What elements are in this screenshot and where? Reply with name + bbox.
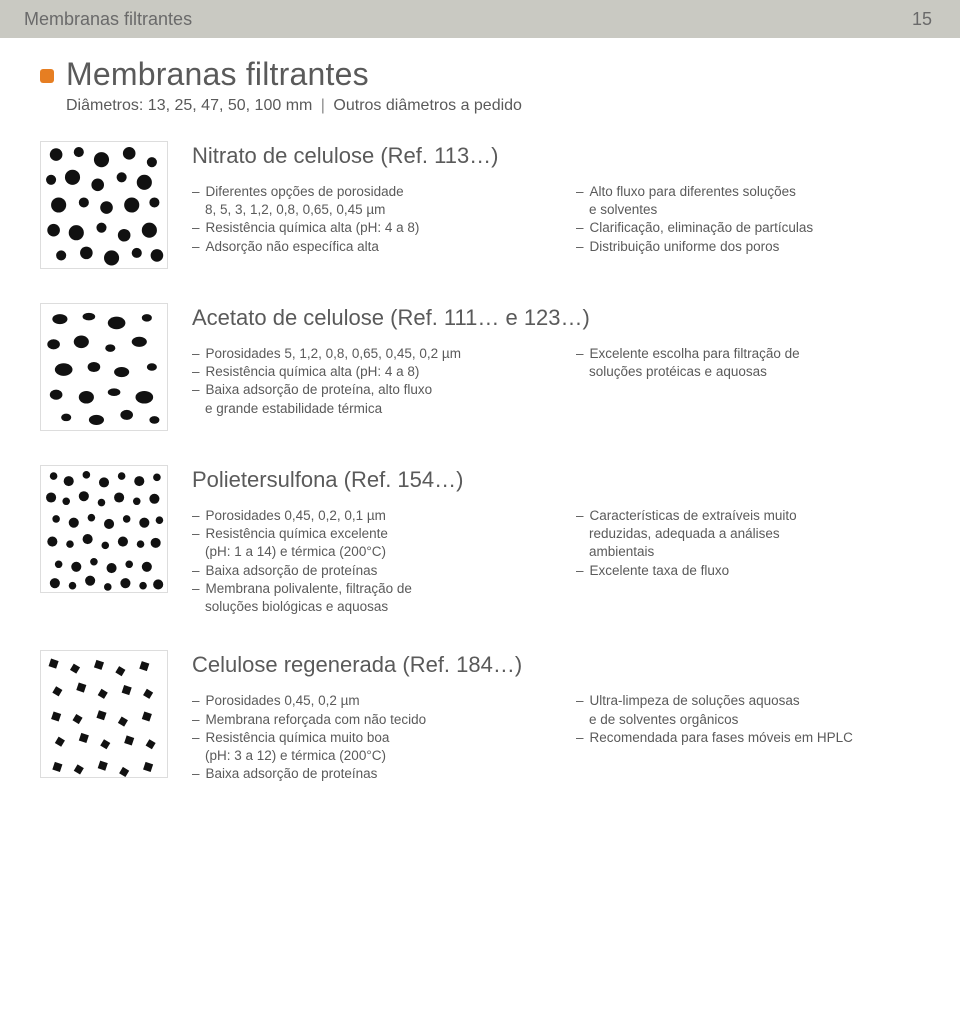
header-page-number: 15 xyxy=(912,9,932,30)
list-item: e de solventes orgânicos xyxy=(576,711,920,729)
list-item: Excelente escolha para filtração de xyxy=(576,345,920,363)
list-item: soluções biológicas e aquosas xyxy=(192,598,536,616)
col-right: Excelente escolha para filtração de solu… xyxy=(576,345,920,418)
title-bullet-icon xyxy=(40,69,54,83)
main-content: Membranas filtrantes Diâmetros: 13, 25, … xyxy=(0,38,960,783)
list-item: Distribuição uniforme dos poros xyxy=(576,238,920,256)
section-body: Polietersulfona (Ref. 154…) Porosidades … xyxy=(192,465,920,616)
col-right: Alto fluxo para diferentes soluções e so… xyxy=(576,183,920,256)
header-title: Membranas filtrantes xyxy=(24,9,192,30)
list-item: reduzidas, adequada a análises xyxy=(576,525,920,543)
list-item: Porosidades 5, 1,2, 0,8, 0,65, 0,45, 0,2… xyxy=(192,345,536,363)
list-item: Características de extraíveis muito xyxy=(576,507,920,525)
section-acetato: Acetato de celulose (Ref. 111… e 123…) P… xyxy=(40,303,920,431)
list-item: (pH: 1 a 14) e térmica (200°C) xyxy=(192,543,536,561)
list-item: (pH: 3 a 12) e térmica (200°C) xyxy=(192,747,536,765)
subtitle-right: Outros diâmetros a pedido xyxy=(333,97,522,114)
col-left: Porosidades 5, 1,2, 0,8, 0,65, 0,45, 0,2… xyxy=(192,345,536,418)
list-item: e solventes xyxy=(576,201,920,219)
list-item: Excelente taxa de fluxo xyxy=(576,562,920,580)
page-subtitle: Diâmetros: 13, 25, 47, 50, 100 mm | Outr… xyxy=(66,97,920,115)
list-item: Baixa adsorção de proteína, alto fluxo xyxy=(192,381,536,399)
col-left: Porosidades 0,45, 0,2, 0,1 µm Resistênci… xyxy=(192,507,536,616)
section-columns: Porosidades 5, 1,2, 0,8, 0,65, 0,45, 0,2… xyxy=(192,345,920,418)
list-item: Porosidades 0,45, 0,2 µm xyxy=(192,692,536,710)
pipe-separator: | xyxy=(321,97,325,114)
membrane-thumbnail xyxy=(40,465,168,593)
section-title: Celulose regenerada (Ref. 184…) xyxy=(192,652,920,678)
section-polietersulfona: Polietersulfona (Ref. 154…) Porosidades … xyxy=(40,465,920,616)
list-item: ambientais xyxy=(576,543,920,561)
list-item: Alto fluxo para diferentes soluções xyxy=(576,183,920,201)
page-title-row: Membranas filtrantes xyxy=(40,56,920,93)
list-item: Diferentes opções de porosidade xyxy=(192,183,536,201)
section-nitrato: Nitrato de celulose (Ref. 113…) Diferent… xyxy=(40,141,920,269)
list-item: Adsorção não específica alta xyxy=(192,238,536,256)
section-celulose-regenerada: Celulose regenerada (Ref. 184…) Porosida… xyxy=(40,650,920,783)
col-right: Características de extraíveis muito redu… xyxy=(576,507,920,616)
section-body: Acetato de celulose (Ref. 111… e 123…) P… xyxy=(192,303,920,418)
section-columns: Diferentes opções de porosidade 8, 5, 3,… xyxy=(192,183,920,256)
list-item: Ultra-limpeza de soluções aquosas xyxy=(576,692,920,710)
list-item: Membrana polivalente, filtração de xyxy=(192,580,536,598)
list-item: Baixa adsorção de proteínas xyxy=(192,765,536,783)
col-left: Diferentes opções de porosidade 8, 5, 3,… xyxy=(192,183,536,256)
section-title: Polietersulfona (Ref. 154…) xyxy=(192,467,920,493)
list-item: Resistência química alta (pH: 4 a 8) xyxy=(192,363,536,381)
list-item: Porosidades 0,45, 0,2, 0,1 µm xyxy=(192,507,536,525)
col-left: Porosidades 0,45, 0,2 µm Membrana reforç… xyxy=(192,692,536,783)
section-body: Nitrato de celulose (Ref. 113…) Diferent… xyxy=(192,141,920,256)
membrane-thumbnail xyxy=(40,141,168,269)
list-item: Recomendada para fases móveis em HPLC xyxy=(576,729,920,747)
section-columns: Porosidades 0,45, 0,2 µm Membrana reforç… xyxy=(192,692,920,783)
subtitle-left: Diâmetros: 13, 25, 47, 50, 100 mm xyxy=(66,97,312,114)
list-item: Resistência química excelente xyxy=(192,525,536,543)
section-title: Nitrato de celulose (Ref. 113…) xyxy=(192,143,920,169)
page-title: Membranas filtrantes xyxy=(66,56,369,93)
list-item: soluções protéicas e aquosas xyxy=(576,363,920,381)
membrane-thumbnail xyxy=(40,303,168,431)
list-item: Baixa adsorção de proteínas xyxy=(192,562,536,580)
section-title: Acetato de celulose (Ref. 111… e 123…) xyxy=(192,305,920,331)
section-columns: Porosidades 0,45, 0,2, 0,1 µm Resistênci… xyxy=(192,507,920,616)
header-bar: Membranas filtrantes 15 xyxy=(0,0,960,38)
list-item: Membrana reforçada com não tecido xyxy=(192,711,536,729)
section-body: Celulose regenerada (Ref. 184…) Porosida… xyxy=(192,650,920,783)
list-item: 8, 5, 3, 1,2, 0,8, 0,65, 0,45 µm xyxy=(192,201,536,219)
list-item: Clarificação, eliminação de partículas xyxy=(576,219,920,237)
list-item: Resistência química alta (pH: 4 a 8) xyxy=(192,219,536,237)
list-item: e grande estabilidade térmica xyxy=(192,400,536,418)
col-right: Ultra-limpeza de soluções aquosas e de s… xyxy=(576,692,920,783)
list-item: Resistência química muito boa xyxy=(192,729,536,747)
membrane-thumbnail xyxy=(40,650,168,778)
